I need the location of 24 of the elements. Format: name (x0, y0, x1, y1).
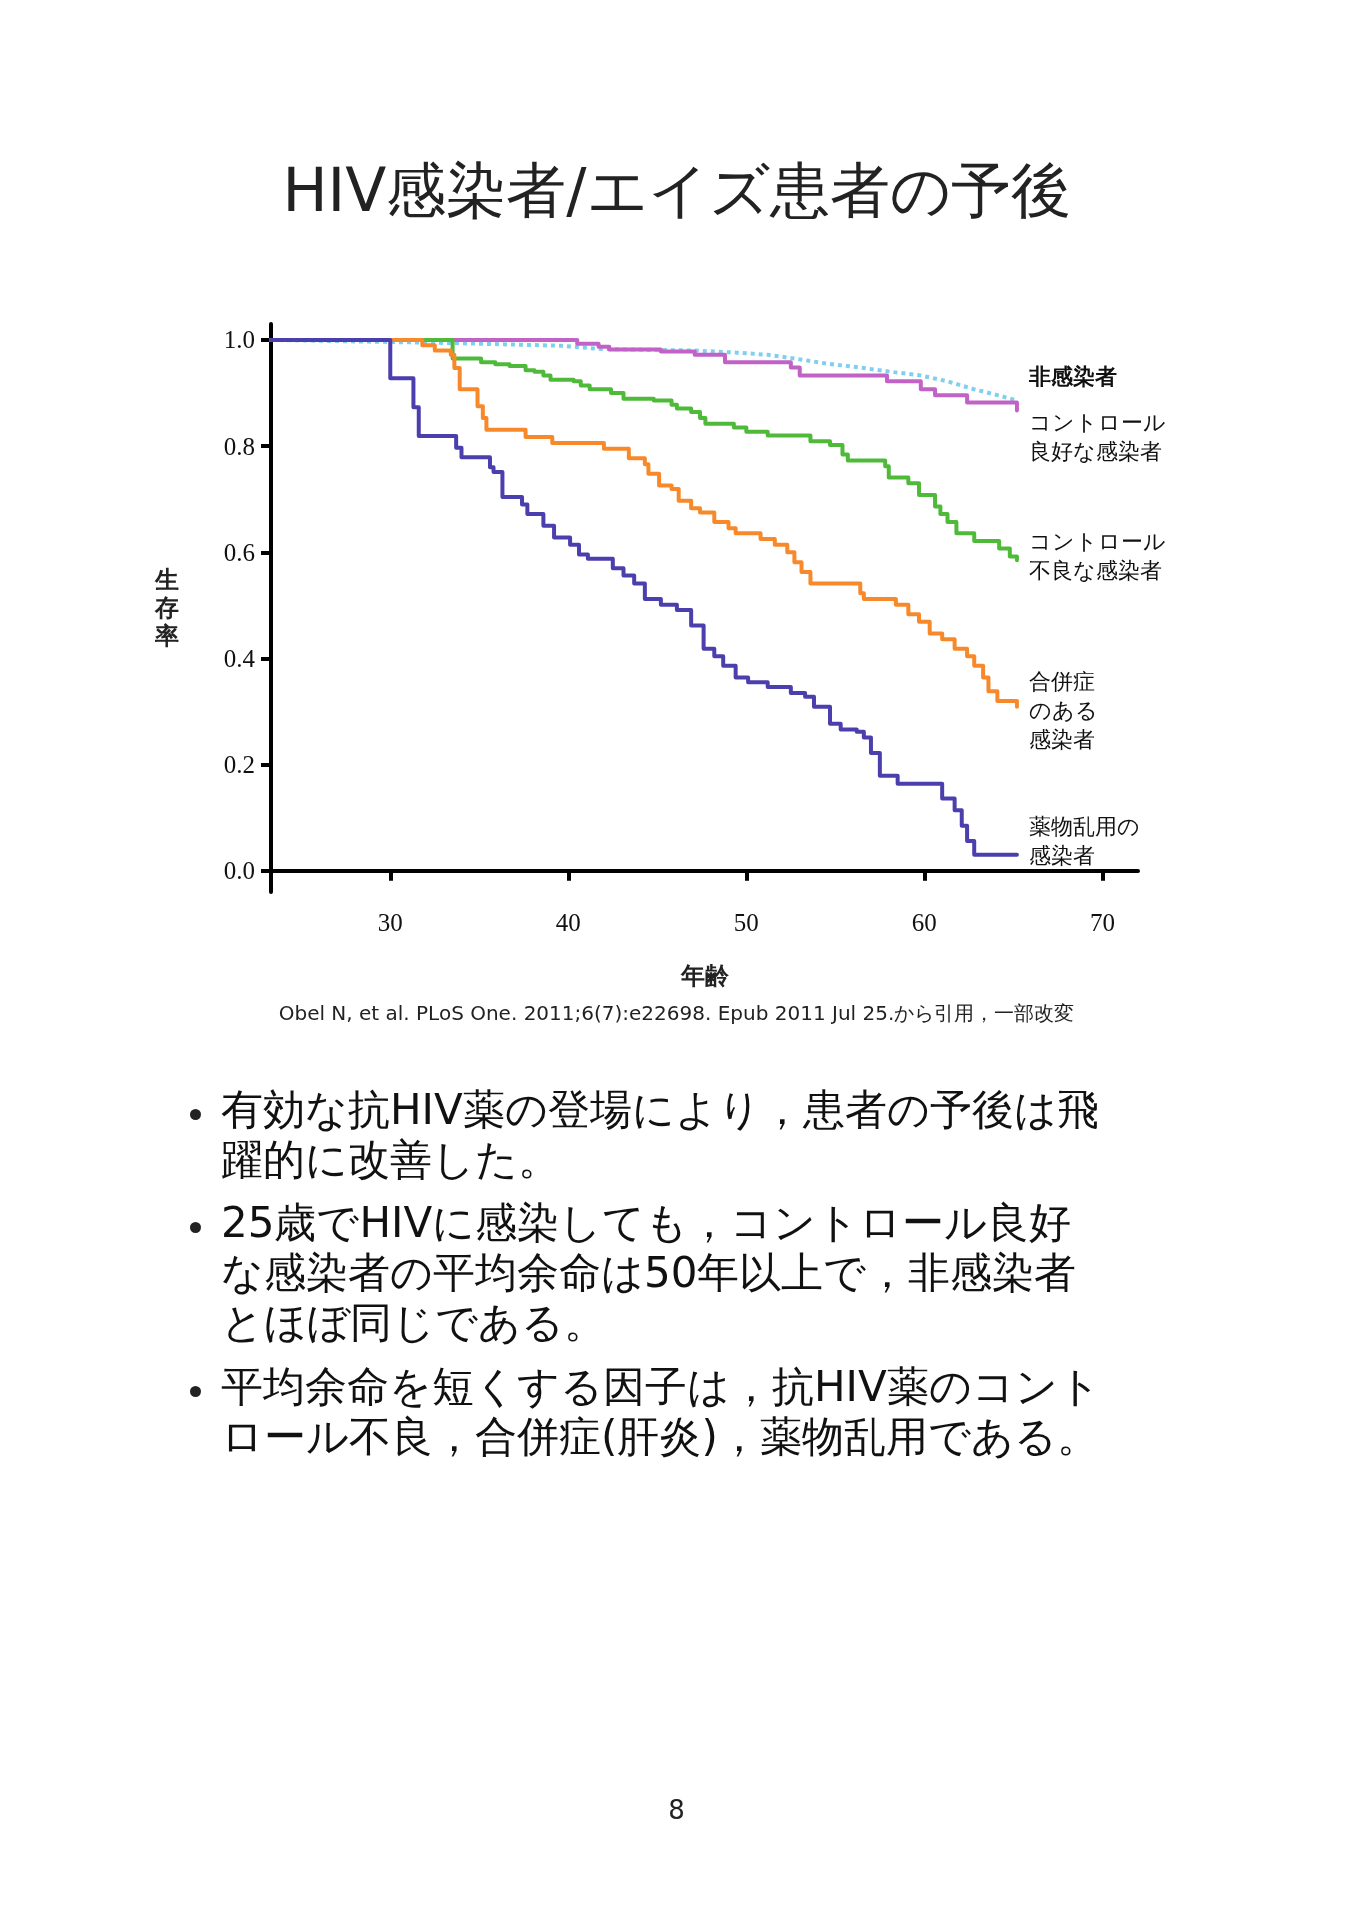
y-tick-label: 0.2 (223, 751, 255, 779)
y-tick-label: 1.0 (223, 326, 255, 354)
series-label: コントロール不良な感染者 (1028, 529, 1166, 584)
x-tick-label: 70 (1089, 909, 1115, 936)
chart-title: HIV感染者/エイズ患者の予後 (282, 155, 1071, 225)
series-label: 薬物乱用の感染者 (1028, 813, 1140, 868)
x-tick-label: 60 (911, 909, 937, 936)
y-tick-label: 0.6 (223, 538, 255, 566)
text: 平均余命を短くする因子は，抗HIV薬のコントロール不良，合併症(肝炎)，薬物乱用である。 (221, 1362, 1101, 1462)
y-tick-label: 0.4 (223, 644, 256, 672)
x-tick-label: 50 (733, 909, 759, 936)
series-label: 合併症のある感染者 (1028, 669, 1098, 753)
text: 8 (667, 1795, 686, 1825)
series-label: 非感染者 (1027, 363, 1117, 389)
text: 有効な抗HIV薬の登場により，患者の予後は飛躍的に改善した。 (221, 1085, 1100, 1185)
x-tick-label: 30 (377, 909, 403, 936)
x-axis-title: 年齢 (679, 962, 730, 990)
text: 25歳でHIVに感染しても，コントロール良好な感染者の平均余命は50年以上で，非感染者とほぼ同じである。 (221, 1198, 1078, 1348)
series-label: コントロール良好な感染者 (1028, 409, 1166, 464)
y-tick-label: 0.8 (223, 432, 255, 460)
x-tick-label: 40 (555, 909, 581, 936)
text: Obel N, et al. PLoS One. 2011;6(7):e22698. Epub 2011 Jul 25.から引用，一部改変 (277, 1000, 1076, 1027)
y-axis-title: 生存率 (154, 566, 179, 650)
y-tick-label: 0.0 (223, 857, 255, 885)
